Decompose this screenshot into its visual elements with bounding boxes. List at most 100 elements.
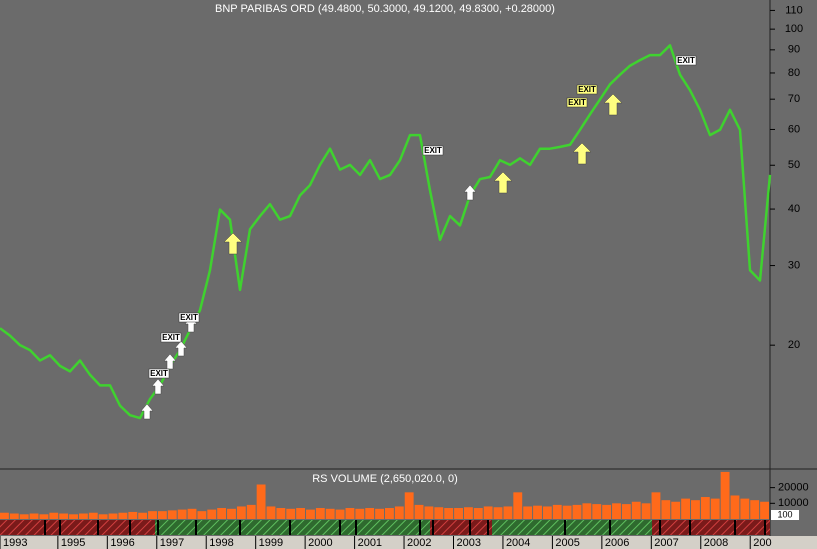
volume-bar [0,512,9,519]
volume-bar [59,513,69,519]
volume-bar [9,513,19,519]
volume-bar [533,505,542,519]
volume-bar [138,512,148,519]
svg-text:EXIT: EXIT [424,146,442,155]
volume-bar [187,508,197,519]
volume-bar [621,504,631,519]
volume-bar [227,508,236,519]
y-tick-label: 80 [788,67,800,79]
svg-text:EXIT: EXIT [162,333,180,342]
volume-bar [335,509,345,519]
volume-bar [463,507,473,519]
volume-bar [592,504,602,519]
y-tick-label: 60 [788,123,800,135]
x-tick-label: 2004 [506,537,530,549]
volume-bar [325,508,335,519]
y-tick-label: 100 [785,23,803,35]
x-tick-label: 1996 [110,537,134,549]
volume-bar [700,497,710,519]
price-line [0,44,772,420]
x-tick-label: 2008 [704,537,728,549]
volume-bar [39,514,49,519]
x-tick-label: 200 [753,537,771,549]
x-tick-label: 2002 [407,537,431,549]
y-tick-label: 50 [788,159,800,171]
x-tick-label: 2000 [308,537,332,549]
exit-label: EXIT [675,55,697,66]
volume-bar [118,512,128,519]
x-tick-label: 2001 [358,537,382,549]
volume-bar [19,514,29,519]
volume-bar [197,511,207,519]
volume-bar [207,509,217,519]
volume-bar [365,508,375,519]
exit-label: EXIT [178,312,200,323]
volume-bar [444,508,454,519]
volume-bar [641,503,651,519]
x-tick-label: 2006 [605,537,629,549]
volume-bar [256,484,266,519]
volume-bar [493,507,503,519]
y-tick-label: 30 [788,259,800,271]
volume-bar [562,505,572,519]
volume-bar [483,506,493,519]
volume-bar [542,506,552,519]
volume-bar [414,504,424,519]
volume-bar [424,506,434,519]
volume-bar [434,507,444,519]
x-tick-label: 1997 [160,537,184,549]
svg-text:EXIT: EXIT [180,313,198,322]
volume-bar [730,495,740,519]
y-tick-label: 110 [785,4,803,16]
volume-bar [108,513,118,519]
volume-bar [671,501,681,519]
volume-bar [286,508,296,519]
x-tick-label: 2005 [555,537,579,549]
volume-bar [98,514,108,519]
volume-bar [315,508,325,519]
x-tick-label: 2007 [654,537,678,549]
volume-bar [651,492,661,519]
volume-bar [691,500,700,519]
x-tick-label: 1995 [61,537,85,549]
volume-bar [552,504,562,519]
volume-bar [513,492,523,519]
volume-bar [503,506,513,519]
chart-title: BNP PARIBAS ORD (49.4800, 50.3000, 49.12… [215,3,555,15]
volume-bar [49,512,59,519]
volume-bar [681,498,691,519]
volume-bar [404,492,414,519]
y-tick-label: 20000 [778,482,809,494]
volume-bar [523,506,533,519]
y-tick-label: 10000 [778,497,809,509]
y-tick-label: 90 [788,44,800,56]
volume-bar [217,508,227,519]
volume-bar [266,506,276,519]
volume-bar [631,501,641,519]
last-value-label: 100 [777,509,792,519]
volume-bar [167,510,177,519]
volume-bar [720,471,730,519]
volume-bar [375,508,384,519]
volume-bar [473,508,483,519]
volume-bar [128,511,138,519]
svg-text:EXIT: EXIT [568,98,586,107]
volume-title: RS VOLUME (2,650,020.0, 0) [312,473,458,485]
volume-bar [572,504,582,519]
exit-label: EXIT [576,84,598,95]
volume-bar [29,513,39,519]
volume-bar [88,512,98,519]
svg-text:EXIT: EXIT [677,56,695,65]
y-tick-label: 40 [788,203,800,215]
volume-bar [740,498,750,519]
exit-label: EXIT [160,332,182,343]
last-value-box [771,510,799,520]
y-tick-label: 70 [788,93,800,105]
x-tick-label: 1998 [209,537,233,549]
volume-bar [385,508,394,519]
volume-bar [78,513,88,519]
volume-bar [612,503,621,519]
x-tick-label: 1993 [3,537,27,549]
volume-bar [582,503,592,519]
